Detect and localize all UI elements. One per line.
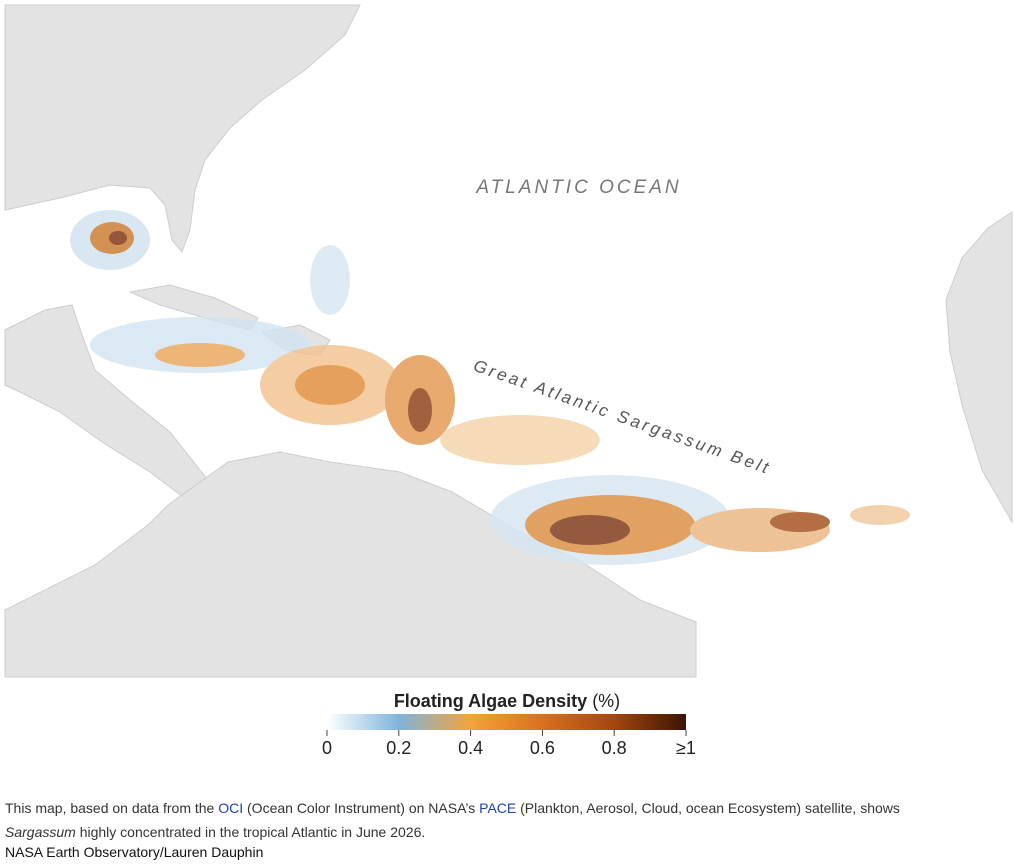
- legend-tick-label: 0: [322, 738, 332, 758]
- legend-tick-label: 0.6: [530, 738, 555, 758]
- caption-text: (Ocean Color Instrument) on NASA’s: [243, 800, 480, 816]
- link-pace[interactable]: PACE: [479, 800, 517, 816]
- legend-bar: [327, 714, 686, 730]
- ocean-label: ATLANTIC OCEAN: [475, 177, 681, 198]
- map: ATLANTIC OCEAN Great Atlantic Sargassum …: [4, 4, 1013, 758]
- link-oci[interactable]: OCI: [218, 800, 244, 816]
- caption-text: (Plankton, Aerosol, Cloud, ocean Ecosyst…: [516, 800, 900, 816]
- credit: NASA Earth Observatory/Lauren Dauphin: [5, 844, 264, 860]
- legend-tick-label: 0.2: [386, 738, 411, 758]
- caption-italic: Sargassum: [5, 824, 76, 840]
- legend-tick-label: 0.8: [602, 738, 627, 758]
- legend-unit: (%): [592, 691, 620, 711]
- legend-tick-label: ≥1: [676, 738, 696, 758]
- caption-text: highly concentrated in the tropical Atla…: [75, 824, 426, 840]
- sargassum: [70, 210, 910, 565]
- legend-title: Floating Algae Density (%): [394, 691, 620, 711]
- caption-text: This map, based on data from the: [5, 800, 219, 816]
- caption: This map, based on data from the OCI (Oc…: [5, 796, 1005, 844]
- legend-tick-label: 0.4: [458, 738, 483, 758]
- legend-title-text: Floating Algae Density: [394, 691, 587, 711]
